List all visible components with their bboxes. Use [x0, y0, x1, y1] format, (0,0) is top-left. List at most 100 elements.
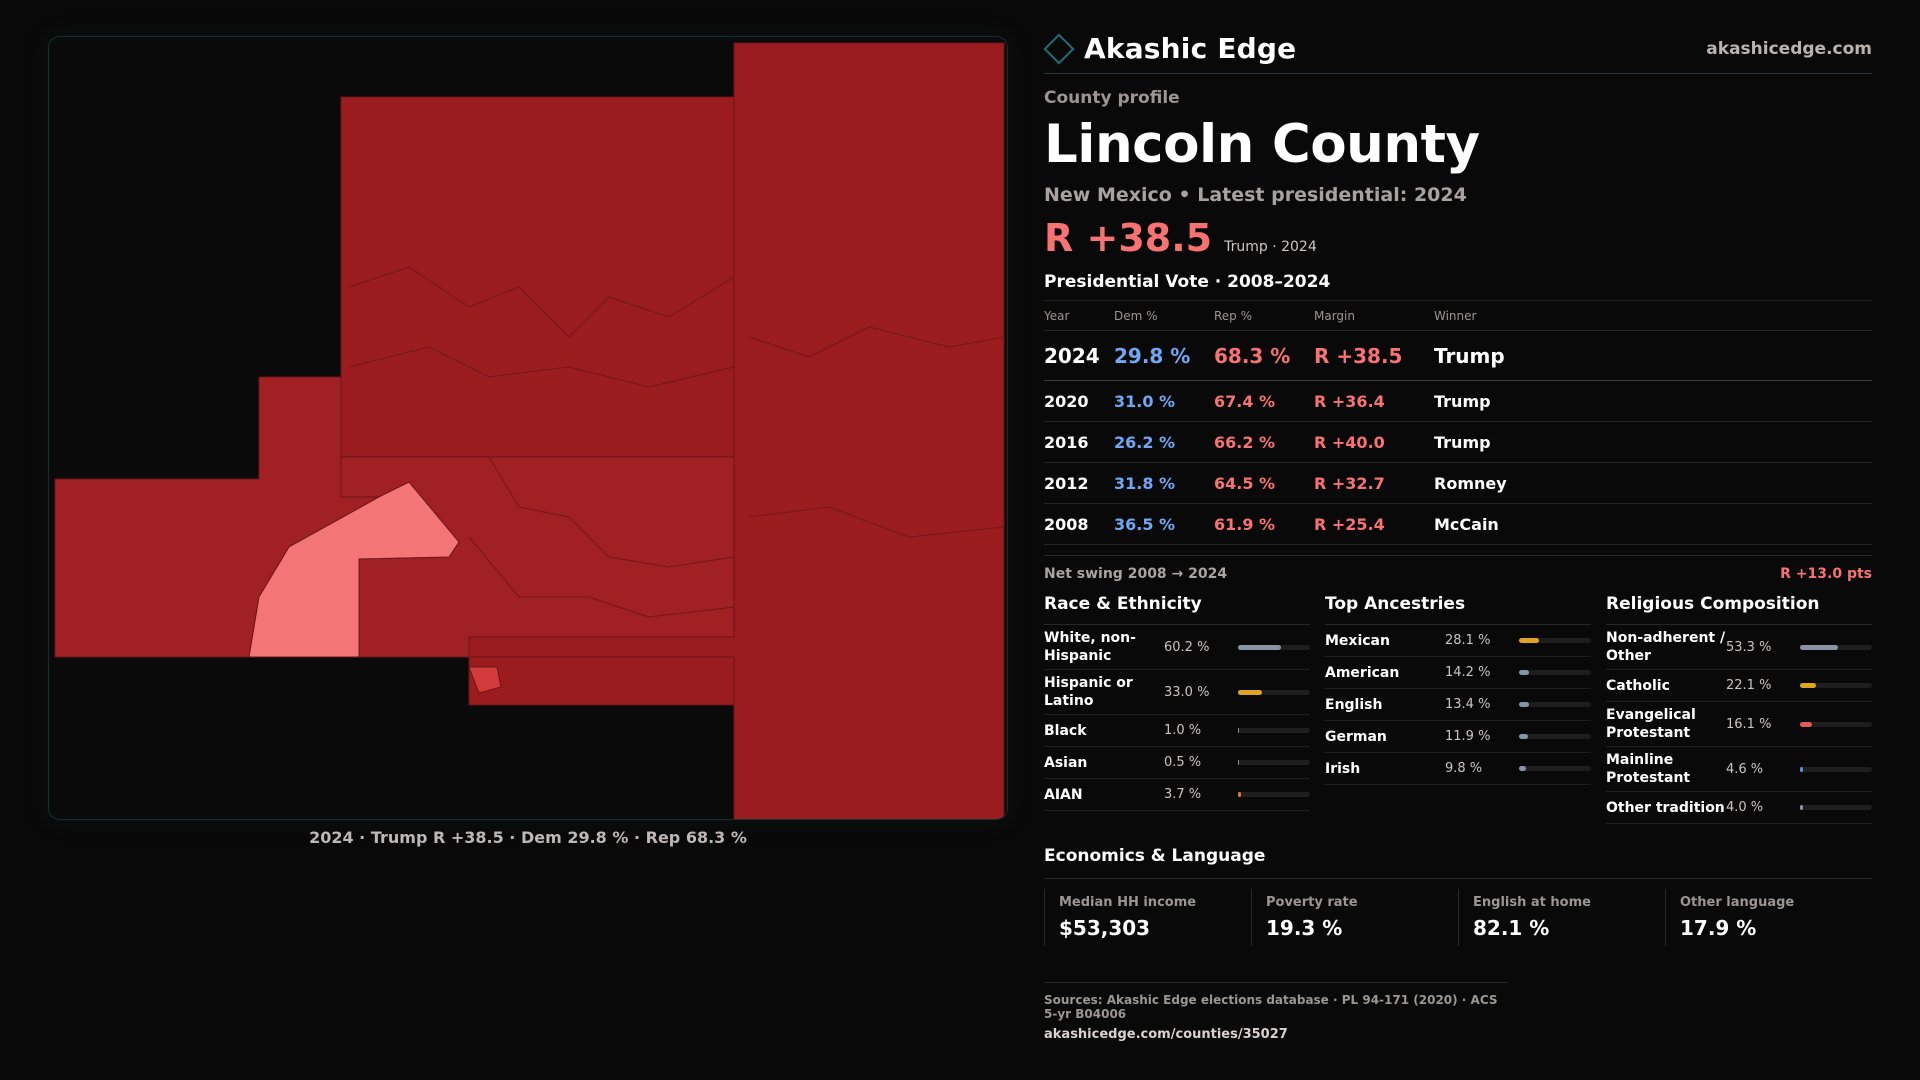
bar-track	[1238, 792, 1310, 797]
list-item: AIAN 3.7 %	[1044, 779, 1310, 811]
precinct-map-svg[interactable]	[49, 37, 1008, 820]
stat-label: Other language	[1680, 895, 1795, 910]
table-row: 2016 26.2 % 66.2 % R +40.0 Trump	[1044, 421, 1872, 463]
item-percent: 13.4 %	[1445, 697, 1491, 712]
item-label: Other tradition	[1606, 799, 1725, 816]
item-label: Black	[1044, 722, 1087, 739]
bar-track	[1800, 805, 1872, 810]
net-swing-label: Net swing 2008 → 2024	[1044, 566, 1228, 582]
item-label: Irish	[1325, 760, 1361, 777]
brand-header: Akashic Edge akashicedge.com	[1043, 30, 1872, 74]
cell-year: 2020	[1044, 380, 1114, 422]
headline-margin-value: R +38.5	[1044, 216, 1213, 260]
brand-name: Akashic Edge	[1084, 32, 1297, 65]
cell-rep: 68.3 %	[1214, 330, 1314, 381]
item-percent: 0.5 %	[1164, 755, 1202, 770]
cell-margin: R +36.4	[1314, 380, 1434, 422]
stat-poverty-rate: Poverty rate 19.3 %	[1251, 889, 1458, 946]
precinct-boundary	[348, 346, 735, 388]
precinct-north[interactable]	[340, 96, 735, 458]
headline-margin-note: Trump · 2024	[1224, 239, 1317, 255]
bar-fill	[1519, 670, 1530, 675]
stat-label: English at home	[1473, 895, 1591, 910]
stat-value: 17.9 %	[1680, 916, 1757, 940]
item-percent: 3.7 %	[1164, 787, 1202, 802]
precinct-boundary	[488, 456, 735, 568]
bar-fill	[1519, 702, 1529, 707]
cell-margin: R +38.5	[1314, 330, 1434, 381]
item-label: Non-adherent / Other	[1606, 630, 1726, 664]
col-year: Year	[1044, 300, 1114, 331]
precinct-boundary	[468, 536, 735, 618]
bar-track	[1238, 728, 1310, 733]
precinct-boundary	[348, 266, 735, 338]
item-percent: 53.3 %	[1726, 639, 1772, 655]
stat-value: 82.1 %	[1473, 916, 1550, 940]
bar-track	[1519, 734, 1591, 739]
bar-track	[1519, 670, 1591, 675]
item-label: White, non-Hispanic	[1044, 630, 1136, 664]
cell-margin: R +40.0	[1314, 421, 1434, 463]
precinct-west[interactable]	[54, 376, 381, 658]
stat-value: 19.3 %	[1266, 916, 1343, 940]
stat-median-income: Median HH income $53,303	[1044, 889, 1251, 946]
bar-fill	[1519, 734, 1528, 739]
ancestry-title: Top Ancestries	[1325, 594, 1591, 625]
bar-fill	[1800, 683, 1816, 688]
bar-track	[1800, 683, 1872, 688]
bar-track	[1238, 760, 1310, 765]
religion-title: Religious Composition	[1606, 594, 1872, 625]
profile-panel: Akashic Edge akashicedge.com County prof…	[1043, 30, 1872, 1042]
bar-track	[1519, 638, 1591, 643]
list-item: Mainline Protestant 4.6 %	[1606, 747, 1872, 792]
cell-dem: 36.5 %	[1114, 503, 1214, 545]
item-label: Asian	[1044, 754, 1088, 771]
item-percent: 14.2 %	[1445, 665, 1491, 680]
precinct-boundary	[748, 506, 1005, 538]
stat-label: Median HH income	[1059, 895, 1197, 910]
col-margin: Margin	[1314, 300, 1434, 331]
item-percent: 4.0 %	[1726, 800, 1764, 815]
county-permalink[interactable]: akashicedge.com/counties/35027	[1044, 1027, 1288, 1042]
cell-rep: 61.9 %	[1214, 503, 1314, 545]
cell-year: 2024	[1044, 330, 1114, 381]
cell-winner: Trump	[1434, 330, 1872, 381]
list-item: Mexican 28.1 %	[1325, 625, 1591, 657]
bar-track	[1800, 766, 1872, 772]
net-swing-value: R +13.0 pts	[1780, 566, 1872, 582]
list-item: Irish 9.8 %	[1325, 753, 1591, 785]
profile-kicker: County profile	[1044, 88, 1180, 108]
item-label: Catholic	[1606, 677, 1670, 694]
cell-winner: McCain	[1434, 503, 1872, 545]
headline-margin: R +38.5 Trump · 2024	[1044, 216, 1872, 260]
brand-url-link[interactable]: akashicedge.com	[1706, 38, 1872, 59]
bar-track	[1800, 721, 1872, 727]
precinct-small-south[interactable]	[468, 666, 502, 694]
race-title: Race & Ethnicity	[1044, 594, 1310, 625]
bar-fill	[1238, 689, 1262, 695]
cell-margin: R +25.4	[1314, 503, 1434, 545]
list-item: Non-adherent / Other 53.3 %	[1606, 625, 1872, 670]
table-row: 2020 31.0 % 67.4 % R +36.4 Trump	[1044, 380, 1872, 422]
item-label: Mainline Protestant	[1606, 752, 1691, 786]
ancestry-section: Top Ancestries Mexican 28.1 % American 14.2…	[1325, 594, 1591, 824]
sources-footer: Sources: Akashic Edge elections database…	[1044, 982, 1508, 1042]
cell-rep: 64.5 %	[1214, 462, 1314, 504]
item-percent: 33.0 %	[1164, 684, 1210, 700]
bar-fill	[1800, 766, 1804, 772]
cell-rep: 67.4 %	[1214, 380, 1314, 422]
stat-value: $53,303	[1059, 916, 1151, 940]
list-item: White, non-Hispanic 60.2 %	[1044, 625, 1310, 670]
precinct-southwest-highlight[interactable]	[248, 481, 460, 658]
stat-other-language: Other language 17.9 %	[1665, 889, 1872, 946]
cell-dem: 31.8 %	[1114, 462, 1214, 504]
cell-dem: 26.2 %	[1114, 421, 1214, 463]
county-map[interactable]	[48, 36, 1008, 820]
precinct-south-center[interactable]	[468, 656, 735, 706]
cell-year: 2008	[1044, 503, 1114, 545]
bar-fill	[1800, 644, 1839, 650]
list-item: English 13.4 %	[1325, 689, 1591, 721]
cell-margin: R +32.7	[1314, 462, 1434, 504]
bar-fill	[1519, 638, 1540, 643]
bar-track	[1238, 644, 1310, 650]
